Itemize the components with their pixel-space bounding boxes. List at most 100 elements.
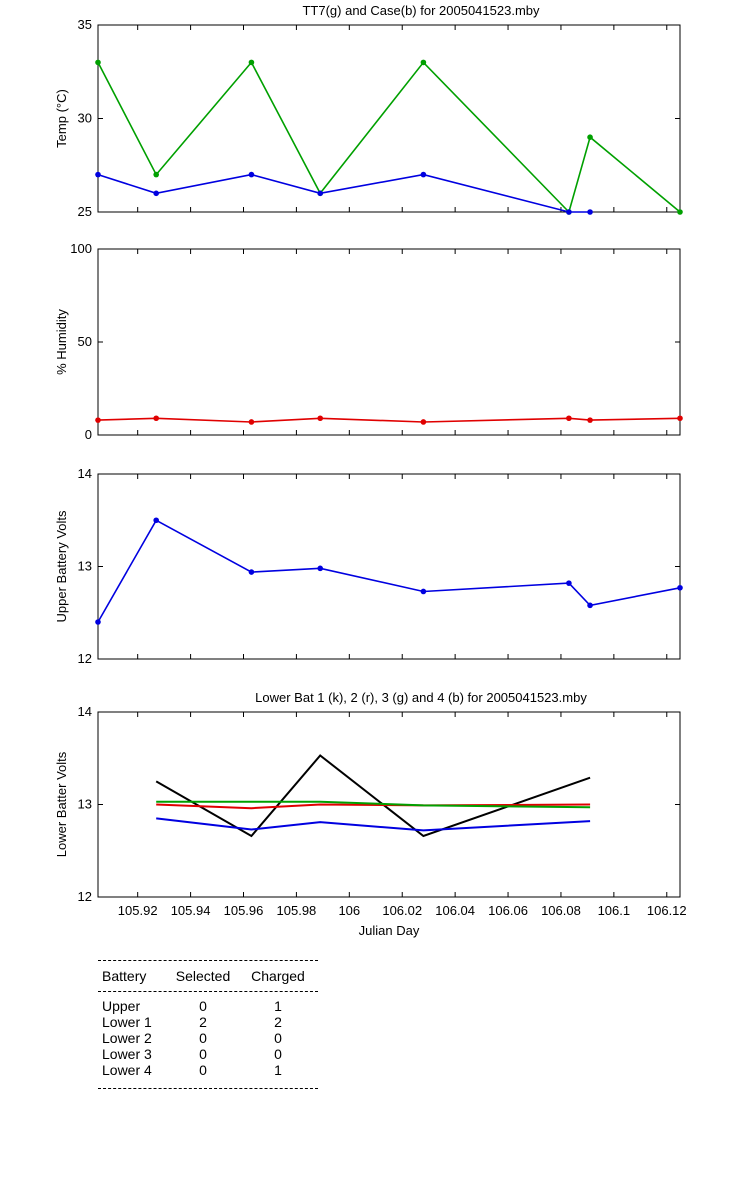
chart-title: Lower Bat 1 (k), 2 (r), 3 (g) and 4 (b) … xyxy=(255,690,587,705)
y-tick-label: 12 xyxy=(78,889,92,904)
series-lower-bat-4 xyxy=(156,817,591,832)
data-point xyxy=(248,419,255,425)
row-selected: 0 xyxy=(199,1062,207,1078)
data-point xyxy=(566,209,572,215)
data-point xyxy=(248,59,255,66)
series-humidity xyxy=(95,415,683,425)
series-case xyxy=(95,171,593,215)
table-row: Lower 4 0 1 xyxy=(98,1062,318,1078)
series-line xyxy=(97,417,681,423)
table-row: Lower 1 2 2 xyxy=(98,1014,318,1030)
table-rule-top xyxy=(98,960,318,961)
row-charged: 1 xyxy=(274,1062,282,1078)
battery-summary-table: Battery Selected Charged Upper 0 1 Lower… xyxy=(98,960,318,1089)
row-battery: Lower 2 xyxy=(102,1030,152,1046)
chart-panel-4: 12 13 14 Lower Batter Volts Lower Bat 1 (k),… xyxy=(54,690,687,938)
y-axis-label: Temp (°C) xyxy=(54,89,69,148)
row-charged: 1 xyxy=(274,998,282,1014)
table-row: Lower 3 0 0 xyxy=(98,1046,318,1062)
x-tick-label: 106.06 xyxy=(488,903,528,918)
series-line xyxy=(156,800,591,809)
data-point xyxy=(317,565,324,572)
plot-frame xyxy=(97,248,681,436)
data-point xyxy=(248,569,255,575)
x-tick-label: 106.04 xyxy=(435,903,475,918)
row-battery: Lower 1 xyxy=(102,1014,152,1030)
row-battery: Upper xyxy=(102,998,141,1014)
y-tick-label: 13 xyxy=(78,797,92,812)
series-line xyxy=(156,817,591,832)
y-tick-label: 14 xyxy=(78,704,92,719)
row-battery: Lower 4 xyxy=(102,1062,152,1078)
y-tick-label: 12 xyxy=(78,651,92,666)
data-point xyxy=(153,415,159,422)
y-tick-label: 100 xyxy=(70,241,92,256)
data-point xyxy=(420,59,427,66)
table-header-row: Battery Selected Charged xyxy=(98,961,318,991)
y-tick-label: 30 xyxy=(78,111,92,126)
y-tick-label: 14 xyxy=(78,466,92,481)
row-selected: 2 xyxy=(199,1014,207,1030)
row-battery: Lower 3 xyxy=(102,1046,152,1062)
series-line xyxy=(155,754,591,838)
x-tick-label: 106 xyxy=(338,903,360,918)
row-charged: 0 xyxy=(274,1030,282,1046)
series-lower-bat-3 xyxy=(156,800,591,809)
x-tick-label: 106.1 xyxy=(598,903,631,918)
header-battery: Battery xyxy=(102,968,147,984)
header-charged: Charged xyxy=(251,968,305,984)
data-point xyxy=(587,417,593,423)
y-axis-label: Lower Batter Volts xyxy=(54,751,69,857)
chart-panel-3: 12 13 14 Upper Battery Volts xyxy=(54,466,683,666)
x-tick-label: 105.92 xyxy=(118,903,158,918)
y-tick-label: 50 xyxy=(78,334,92,349)
y-axis-label: % Humidity xyxy=(54,309,69,375)
series-upper-battery xyxy=(95,517,683,625)
series-line xyxy=(97,60,681,214)
data-point xyxy=(566,415,572,422)
chart-panel-2: 0 50 100 % Humidity xyxy=(54,241,683,442)
x-tick-label: 105.94 xyxy=(171,903,211,918)
data-point xyxy=(677,209,683,215)
plot-frame xyxy=(97,24,681,213)
y-tick-label: 13 xyxy=(78,559,92,574)
table-row: Lower 2 0 0 xyxy=(98,1030,318,1046)
x-tick-label: 105.96 xyxy=(224,903,264,918)
data-point xyxy=(677,415,683,422)
data-point xyxy=(153,171,159,178)
x-tick-label: 106.02 xyxy=(382,903,422,918)
header-selected: Selected xyxy=(175,968,231,984)
row-selected: 0 xyxy=(199,1046,207,1062)
row-selected: 0 xyxy=(199,1030,207,1046)
series-line xyxy=(97,519,681,623)
data-point xyxy=(587,602,593,609)
series-line xyxy=(97,173,591,213)
table-row: Upper 0 1 xyxy=(98,998,318,1014)
data-point xyxy=(587,134,593,140)
y-tick-label: 0 xyxy=(85,427,92,442)
data-point xyxy=(317,190,324,197)
charts-figure: 25 30 35 Temp (°C) TT7(g) and Case(b) for 20… xyxy=(54,3,687,938)
row-charged: 2 xyxy=(274,1014,282,1030)
data-point xyxy=(95,417,101,423)
data-point xyxy=(153,517,159,524)
series-lower-bat-1 xyxy=(155,754,591,838)
data-point xyxy=(153,190,159,197)
data-point xyxy=(95,59,101,66)
x-axis-label: Julian Day xyxy=(359,923,420,938)
x-tick-label: 106.12 xyxy=(647,903,687,918)
chart-panel-1: 25 30 35 Temp (°C) TT7(g) and Case(b) for 20… xyxy=(54,3,683,219)
x-tick-label: 106.08 xyxy=(541,903,581,918)
y-tick-label: 35 xyxy=(78,17,92,32)
x-tick-label: 105.98 xyxy=(277,903,317,918)
data-point xyxy=(95,619,101,625)
data-point xyxy=(317,415,324,422)
row-selected: 0 xyxy=(199,998,207,1014)
plot-frame xyxy=(97,473,681,660)
data-point xyxy=(420,419,427,425)
data-point xyxy=(95,171,101,178)
chart-title: TT7(g) and Case(b) for 2005041523.mby xyxy=(302,3,540,18)
y-tick-label: 25 xyxy=(78,204,92,219)
series-tt7 xyxy=(95,59,683,215)
y-axis-label: Upper Battery Volts xyxy=(54,510,69,622)
